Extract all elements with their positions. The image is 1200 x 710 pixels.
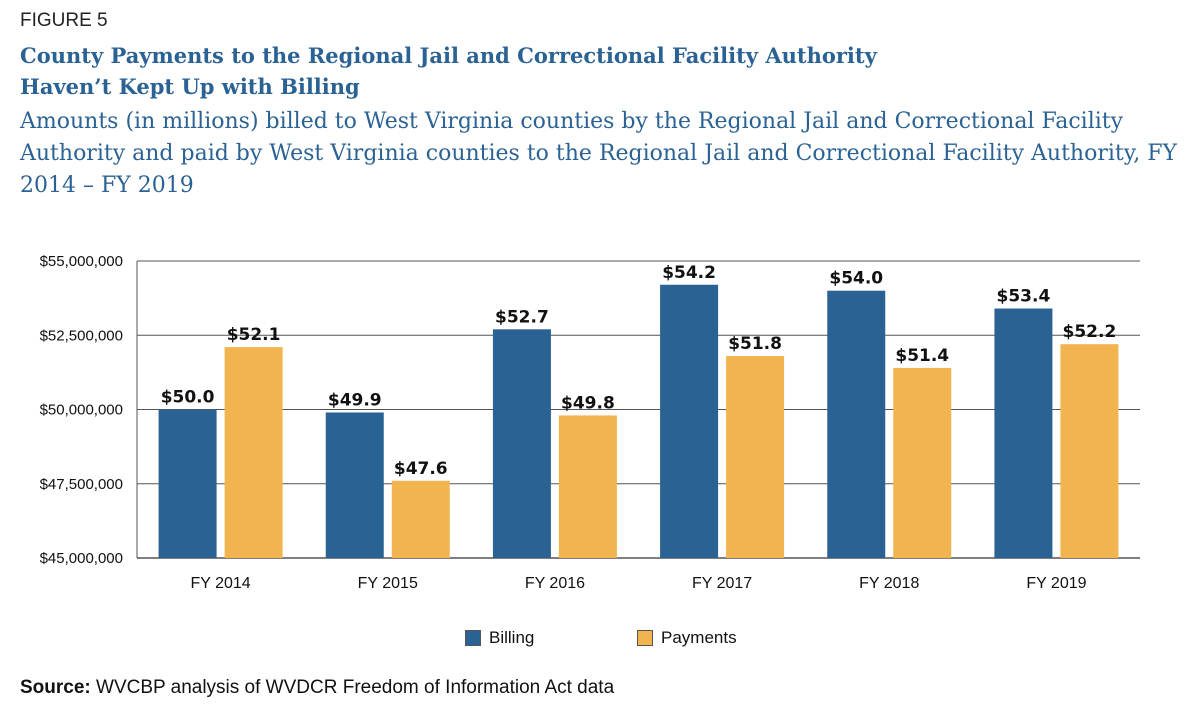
- bar-billing: [660, 284, 719, 558]
- bar-billing: [492, 329, 551, 558]
- bar-payments: [391, 480, 450, 558]
- data-label-billing: $53.4: [997, 287, 1051, 307]
- bar-chart: $45,000,000 $47,500,000 $50,000,000 $52,500…: [40, 253, 1140, 592]
- data-label-billing: $50.0: [161, 388, 215, 408]
- data-label-billing: $54.0: [829, 269, 883, 289]
- data-label-payments: $47.6: [394, 459, 448, 479]
- x-tick-label: FY 2017: [692, 575, 752, 592]
- x-tick-label: FY 2016: [525, 575, 585, 592]
- data-label-payments: $51.8: [728, 334, 782, 354]
- legend-swatch-billing: [465, 630, 481, 646]
- bar-billing: [158, 409, 217, 558]
- source-note: Source: WVCBP analysis of WVDCR Freedom …: [20, 677, 614, 699]
- y-tick-label: $50,000,000: [40, 402, 123, 419]
- legend-label-payments: Payments: [661, 628, 737, 647]
- legend-swatch-payments: [637, 630, 653, 646]
- legend-item-billing: Billing: [465, 628, 534, 648]
- bar-billing: [827, 290, 886, 558]
- bar-payments: [224, 347, 283, 558]
- bar-payments: [1060, 344, 1119, 558]
- x-tick-label: FY 2018: [859, 575, 919, 592]
- chart-title-line-1: County Payments to the Regional Jail and…: [20, 43, 877, 68]
- chart-title-line-2: Haven’t Kept Up with Billing: [20, 74, 360, 99]
- chart-subtitle: Amounts (in millions) billed to West Vir…: [20, 109, 1178, 198]
- data-label-billing: $54.2: [662, 263, 716, 283]
- x-tick-label: FY 2019: [1026, 575, 1086, 592]
- y-tick-label: $47,500,000: [40, 476, 123, 493]
- bar-billing: [325, 412, 384, 558]
- bar-payments: [558, 415, 617, 558]
- y-tick-label: $55,000,000: [40, 253, 123, 270]
- data-label-payments: $52.1: [227, 325, 281, 345]
- bar-payments: [893, 367, 952, 558]
- data-label-payments: $51.4: [895, 346, 949, 366]
- data-label-payments: $49.8: [561, 393, 615, 413]
- y-tick-label: $52,500,000: [40, 327, 123, 344]
- y-tick-label: $45,000,000: [40, 550, 123, 567]
- figure-label: FIGURE 5: [20, 10, 108, 31]
- bar-payments: [726, 356, 785, 558]
- data-label-billing: $49.9: [328, 390, 382, 410]
- data-label-payments: $52.2: [1063, 322, 1117, 342]
- bar-billing: [994, 308, 1053, 558]
- chart-title: County Payments to the Regional Jail and…: [20, 40, 1180, 102]
- x-tick-label: FY 2015: [358, 575, 418, 592]
- x-tick-label: FY 2014: [190, 575, 250, 592]
- source-label: Source:: [20, 677, 91, 698]
- legend-item-payments: Payments: [637, 628, 737, 648]
- data-label-billing: $52.7: [495, 307, 549, 327]
- legend-label-billing: Billing: [489, 628, 535, 647]
- source-text: WVCBP analysis of WVDCR Freedom of Infor…: [96, 677, 615, 698]
